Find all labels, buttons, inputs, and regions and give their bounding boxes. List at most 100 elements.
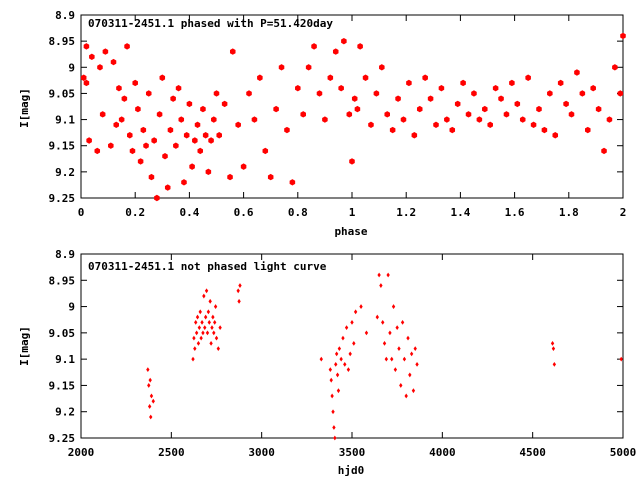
data-point bbox=[213, 304, 218, 309]
data-point bbox=[492, 85, 499, 92]
data-point bbox=[579, 90, 586, 97]
data-point bbox=[384, 356, 389, 362]
data-point bbox=[192, 137, 198, 144]
data-point bbox=[129, 147, 136, 155]
data-point bbox=[471, 90, 477, 97]
data-point bbox=[201, 330, 205, 336]
data-point bbox=[415, 362, 419, 367]
data-point bbox=[373, 90, 380, 97]
y-axis-label: I[mag] bbox=[18, 326, 31, 366]
data-point bbox=[207, 319, 211, 325]
data-point bbox=[181, 179, 187, 186]
data-point bbox=[352, 340, 356, 346]
data-point bbox=[563, 100, 569, 108]
data-points bbox=[80, 32, 626, 202]
plot-frame bbox=[80, 14, 624, 199]
y-tick-label: 9.25 bbox=[49, 432, 76, 445]
x-axis-label: hjd0 bbox=[338, 464, 365, 477]
data-point bbox=[444, 116, 450, 123]
data-point bbox=[148, 377, 152, 383]
data-point bbox=[377, 272, 381, 278]
data-point bbox=[186, 100, 193, 108]
data-point bbox=[487, 121, 493, 128]
data-point bbox=[384, 111, 390, 118]
data-point bbox=[619, 356, 623, 362]
x-tick-label: 1.8 bbox=[559, 206, 579, 219]
data-point bbox=[209, 340, 213, 346]
data-point bbox=[362, 74, 369, 81]
data-point bbox=[386, 272, 390, 278]
x-tick-label: 4000 bbox=[429, 446, 456, 459]
data-point bbox=[311, 43, 317, 50]
data-point bbox=[316, 90, 323, 97]
data-point bbox=[379, 64, 385, 71]
y-tick-label: 8.9 bbox=[55, 248, 75, 261]
data-point bbox=[211, 314, 215, 320]
data-point bbox=[333, 435, 337, 441]
data-point bbox=[328, 367, 332, 373]
data-point bbox=[151, 398, 155, 404]
data-point bbox=[149, 393, 154, 399]
data-point bbox=[337, 346, 342, 352]
data-point bbox=[322, 116, 328, 123]
data-point bbox=[108, 142, 114, 149]
y-tick-label: 9.2 bbox=[55, 166, 75, 179]
x-axis-label: phase bbox=[334, 225, 367, 238]
data-point bbox=[211, 116, 217, 123]
y-tick-label: 9.2 bbox=[55, 406, 75, 419]
data-point bbox=[237, 298, 241, 304]
data-point bbox=[433, 121, 439, 128]
x-tick-label: 1 bbox=[349, 206, 356, 219]
data-point bbox=[332, 425, 336, 430]
y-tick-label: 9.15 bbox=[49, 140, 76, 153]
data-point bbox=[449, 126, 456, 134]
data-point bbox=[199, 335, 203, 341]
data-point bbox=[147, 404, 152, 409]
data-point bbox=[227, 173, 233, 181]
data-point bbox=[300, 111, 306, 118]
data-point bbox=[221, 100, 228, 108]
data-point bbox=[218, 325, 222, 330]
data-point bbox=[196, 340, 201, 346]
data-point bbox=[346, 111, 353, 118]
data-point bbox=[295, 85, 301, 92]
data-point bbox=[267, 173, 274, 181]
x-tick-label: 0.2 bbox=[125, 206, 145, 219]
data-point bbox=[86, 137, 92, 144]
data-point bbox=[116, 85, 122, 92]
data-point bbox=[195, 314, 200, 320]
data-point bbox=[341, 37, 347, 45]
data-point bbox=[402, 356, 407, 362]
y-tick-label: 9 bbox=[68, 301, 75, 314]
data-point bbox=[194, 121, 201, 128]
data-point bbox=[343, 362, 347, 367]
x-tick-labels: 0 0.2 0.4 0.6 0.8 1 1.2 1.4 1.6 1.8 2 bbox=[78, 206, 627, 219]
data-point bbox=[409, 351, 414, 357]
data-point bbox=[246, 90, 252, 97]
x-tick-label: 2500 bbox=[158, 446, 185, 459]
data-point bbox=[411, 388, 416, 394]
axis-ticks bbox=[80, 14, 624, 199]
data-point bbox=[390, 356, 394, 362]
data-point bbox=[364, 330, 369, 336]
x-tick-labels: 2000 2500 3000 3500 4000 4500 5000 bbox=[68, 446, 637, 459]
data-point bbox=[132, 79, 138, 87]
data-point bbox=[145, 90, 152, 97]
data-point bbox=[334, 362, 338, 367]
data-point bbox=[509, 79, 515, 87]
data-point bbox=[262, 147, 269, 155]
data-point bbox=[194, 330, 199, 336]
data-point bbox=[353, 309, 358, 315]
data-point bbox=[80, 74, 87, 81]
data-point bbox=[404, 393, 408, 399]
data-point bbox=[503, 111, 510, 118]
data-point bbox=[400, 116, 407, 123]
data-point bbox=[189, 163, 195, 170]
data-point bbox=[327, 74, 334, 81]
axis-ticks bbox=[80, 253, 624, 439]
data-point bbox=[154, 194, 160, 202]
data-point bbox=[200, 105, 206, 113]
data-point bbox=[620, 32, 626, 40]
x-tick-label: 3000 bbox=[248, 446, 275, 459]
data-point bbox=[400, 319, 405, 325]
